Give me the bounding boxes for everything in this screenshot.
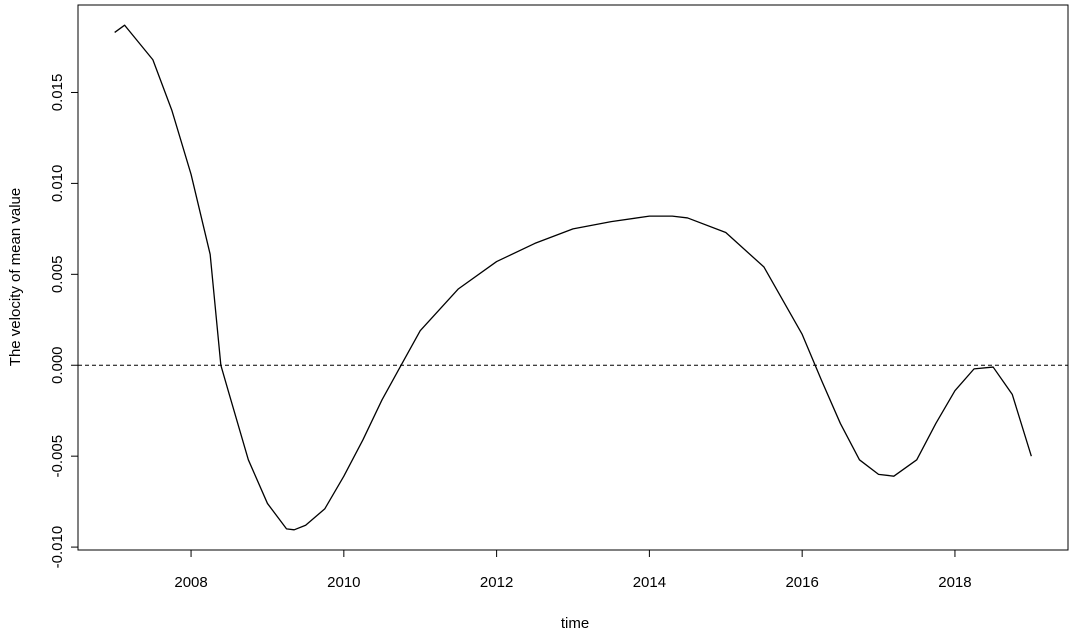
y-tick-label: 0.010 (49, 165, 66, 203)
y-tick-label: -0.005 (49, 435, 66, 478)
y-tick-label: -0.010 (49, 526, 66, 569)
data-line (114, 24, 1032, 531)
y-axis-label: The velocity of mean value (7, 188, 24, 366)
x-tick-label: 2012 (480, 574, 513, 591)
x-tick-label: 2010 (327, 574, 360, 591)
x-tick-label: 2014 (633, 574, 666, 591)
y-tick-label: 0.005 (49, 256, 66, 294)
x-axis-label: time (561, 615, 589, 632)
x-tick-label: 2018 (938, 574, 971, 591)
y-tick-label: 0.000 (49, 346, 66, 384)
x-tick-label: 2008 (174, 574, 207, 591)
x-tick-label: 2016 (785, 574, 818, 591)
y-tick-label: 0.015 (49, 74, 66, 112)
plot-box (77, 4, 1069, 551)
